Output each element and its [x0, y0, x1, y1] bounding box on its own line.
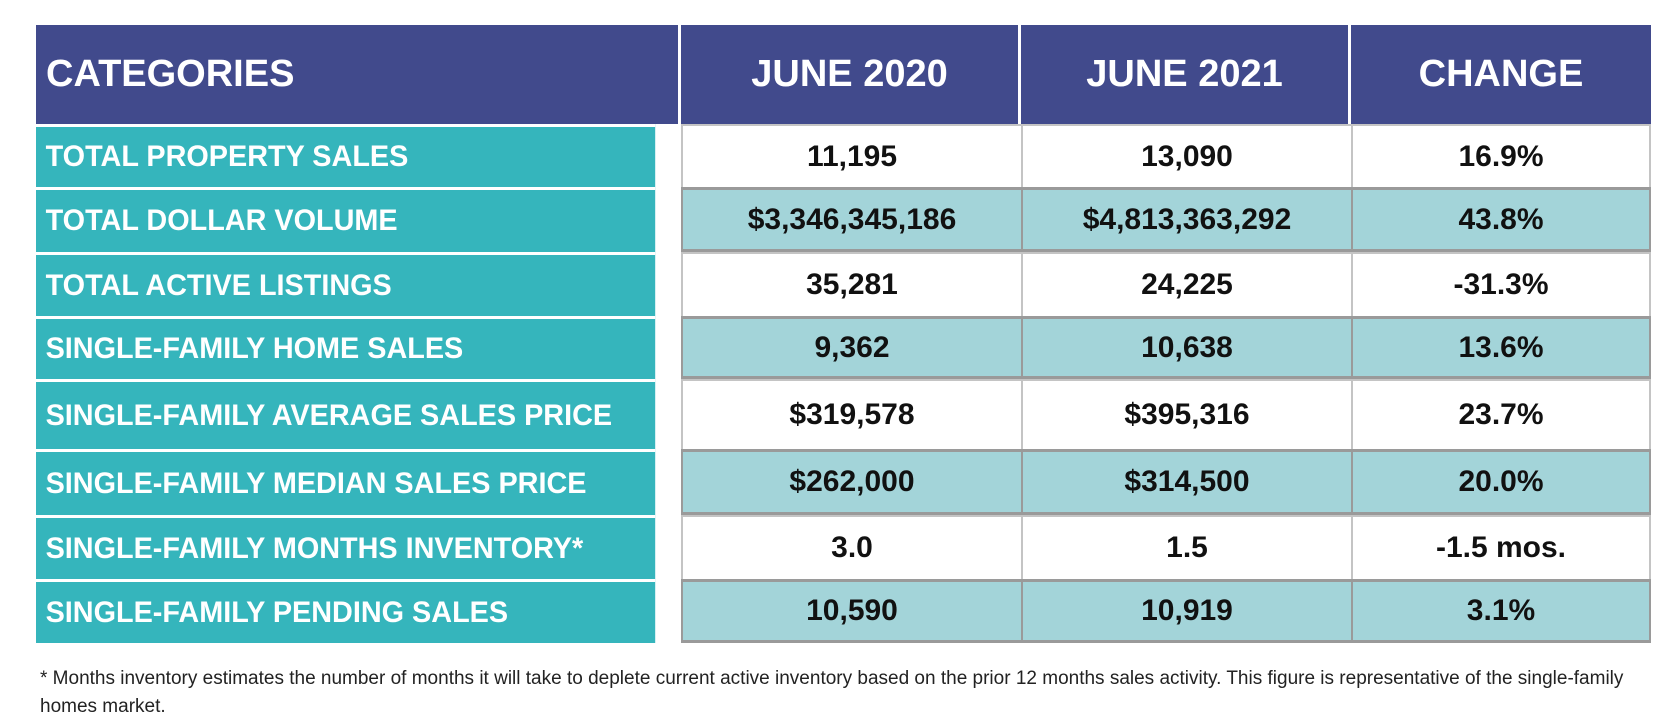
row-category: TOTAL DOLLAR VOLUME — [36, 187, 656, 252]
row-june-2021: $4,813,363,292 — [1021, 187, 1351, 252]
row-june-2020: 10,590 — [681, 579, 1021, 643]
row-june-2020: $319,578 — [681, 379, 1021, 449]
row-june-2021: 1.5 — [1021, 515, 1351, 579]
row-change: 13.6% — [1351, 316, 1651, 379]
row-change: 43.8% — [1351, 187, 1651, 252]
row-category: SINGLE-FAMILY HOME SALES — [36, 316, 656, 379]
row-category: TOTAL ACTIVE LISTINGS — [36, 252, 656, 316]
row-category: TOTAL PROPERTY SALES — [36, 124, 656, 187]
row-june-2020: $262,000 — [681, 449, 1021, 515]
row-june-2020: $3,346,345,186 — [681, 187, 1021, 252]
row-category: SINGLE-FAMILY MONTHS INVENTORY* — [36, 515, 656, 579]
row-category: SINGLE-FAMILY AVERAGE SALES PRICE — [36, 379, 656, 449]
row-june-2021: 13,090 — [1021, 124, 1351, 187]
footnote: * Months inventory estimates the number … — [40, 668, 1624, 717]
row-category: SINGLE-FAMILY PENDING SALES — [36, 579, 656, 643]
row-june-2021: $395,316 — [1021, 379, 1351, 449]
row-change: 20.0% — [1351, 449, 1651, 515]
row-change: 3.1% — [1351, 579, 1651, 643]
row-category: SINGLE-FAMILY MEDIAN SALES PRICE — [36, 449, 656, 515]
row-change: -31.3% — [1351, 252, 1651, 316]
header-categories: CATEGORIES — [36, 25, 681, 124]
row-change: 23.7% — [1351, 379, 1651, 449]
row-june-2020: 35,281 — [681, 252, 1021, 316]
row-change: -1.5 mos. — [1351, 515, 1651, 579]
header-june-2020: JUNE 2020 — [681, 25, 1021, 124]
row-june-2020: 9,362 — [681, 316, 1021, 379]
row-june-2021: 10,919 — [1021, 579, 1351, 643]
row-june-2021: $314,500 — [1021, 449, 1351, 515]
row-june-2021: 24,225 — [1021, 252, 1351, 316]
row-june-2020: 3.0 — [681, 515, 1021, 579]
header-june-2021: JUNE 2021 — [1021, 25, 1351, 124]
row-change: 16.9% — [1351, 124, 1651, 187]
sales-statistics-table: CATEGORIES JUNE 2020 JUNE 2021 CHANGE TO… — [36, 25, 1651, 643]
row-june-2020: 11,195 — [681, 124, 1021, 187]
row-june-2021: 10,638 — [1021, 316, 1351, 379]
header-change: CHANGE — [1351, 25, 1651, 124]
